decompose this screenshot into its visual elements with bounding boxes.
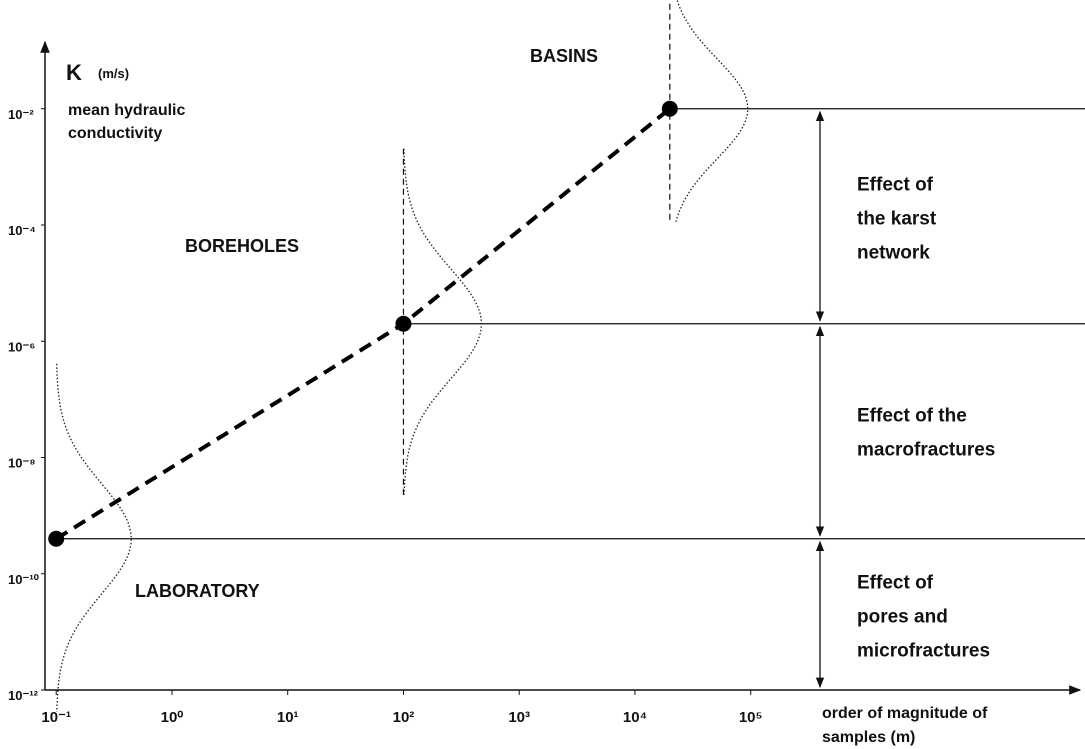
data-point <box>48 530 65 547</box>
data-point <box>661 100 678 117</box>
distribution-curve <box>675 0 749 222</box>
x-tick-label: 10² <box>393 709 415 726</box>
effect-label: Effect of <box>857 174 934 195</box>
x-tick-label: 10¹ <box>277 709 299 726</box>
effect-label: Effect of <box>857 572 934 593</box>
x-tick-label: 10⁰ <box>161 709 184 726</box>
effect-label: microfractures <box>857 640 990 661</box>
x-tick-label: 10³ <box>508 709 530 726</box>
x-tick-label: 10⁴ <box>623 709 647 726</box>
effect-label: pores and <box>857 606 948 627</box>
effect-label: the karst <box>857 208 937 229</box>
y-tick-label: 10⁻¹² <box>8 688 39 703</box>
x-axis-label: order of magnitude of <box>822 705 988 722</box>
distribution-curve <box>56 363 132 712</box>
effect-label: Effect of the <box>857 405 967 426</box>
effect-label: macrofractures <box>857 439 995 460</box>
y-axis-label: mean hydraulic <box>68 102 185 119</box>
distribution-curve <box>403 148 483 497</box>
x-tick-label: 10⁵ <box>739 709 763 726</box>
point-label: LABORATORY <box>135 581 260 601</box>
y-tick-label: 10⁻⁴ <box>8 223 36 238</box>
y-tick-label: 10⁻⁸ <box>8 456 35 471</box>
point-label: BOREHOLES <box>185 236 299 256</box>
y-tick-label: 10⁻² <box>8 107 34 122</box>
y-axis-unit: (m/s) <box>98 66 129 81</box>
point-label: BASINS <box>530 46 598 66</box>
data-point <box>395 315 412 332</box>
y-axis-label: conductivity <box>68 125 162 142</box>
y-tick-label: 10⁻¹⁰ <box>8 572 40 587</box>
x-axis-label: samples (m) <box>822 729 915 746</box>
x-tick-label: 10⁻¹ <box>41 709 71 726</box>
y-tick-label: 10⁻⁶ <box>8 339 35 354</box>
y-axis-symbol: K <box>66 60 82 85</box>
effect-label: network <box>857 242 930 263</box>
